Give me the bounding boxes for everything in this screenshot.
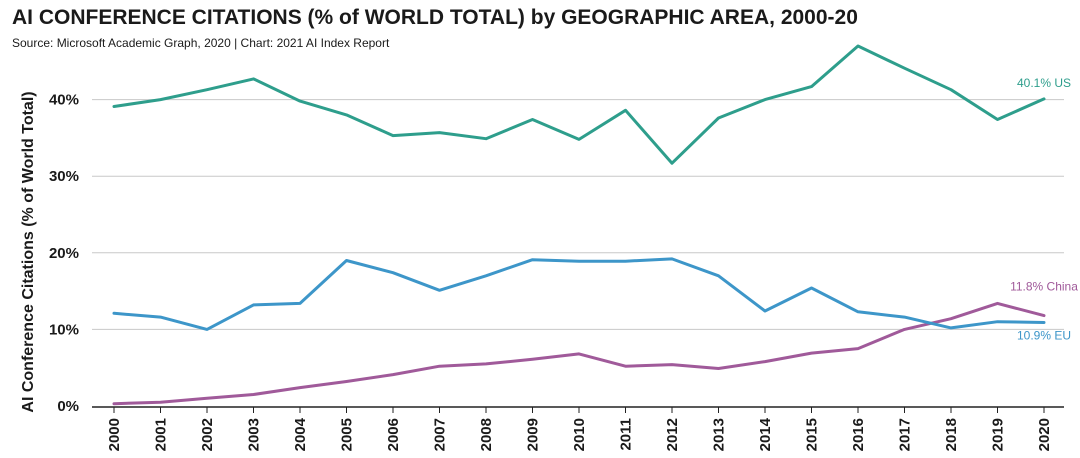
x-tick-label: 2017 [897, 418, 914, 451]
gridlines [92, 99, 1064, 330]
y-tick-label: 20% [49, 245, 79, 262]
y-tick-label: 0% [57, 398, 79, 415]
x-tick-label: 2010 [571, 418, 588, 451]
series-line-eu [112, 257, 1046, 331]
x-tick-label: 2006 [385, 418, 402, 451]
x-tick-label: 2003 [246, 418, 263, 451]
x-axis-ticks: 2000 2001 2002 2003 2004 2005 2006 2007 2008 2009… [106, 407, 1053, 451]
x-tick-label: 2005 [339, 418, 356, 451]
x-tick-label: 2019 [990, 418, 1007, 451]
x-tick-label: 2014 [757, 417, 774, 451]
x-tick-label: 2000 [106, 418, 123, 451]
y-tick-label: 10% [49, 321, 79, 338]
y-tick-label: 30% [49, 168, 79, 185]
series-lines [112, 44, 1046, 406]
series-line-us [112, 44, 1046, 165]
end-label-us: 40.1% US [1017, 76, 1071, 90]
chart-title: AI CONFERENCE CITATIONS (% of WORLD TOTA… [12, 6, 858, 29]
x-tick-label: 2013 [711, 418, 728, 451]
chart-subtitle: Source: Microsoft Academic Graph, 2020 |… [12, 36, 390, 50]
series-line-china [112, 301, 1046, 406]
x-tick-label: 2012 [664, 418, 681, 451]
y-axis-label: AI Conference Citations (% of World Tota… [20, 91, 37, 412]
x-tick-label: 2009 [525, 418, 542, 451]
end-label-eu: 10.9% EU [1017, 329, 1071, 343]
x-tick-label: 2008 [478, 418, 495, 451]
x-tick-label: 2004 [292, 417, 309, 451]
series-end-labels: 11.8% China 10.9% EU 40.1% US [1010, 76, 1078, 343]
y-axis-ticks: 0% 10% 20% 30% 40% [49, 92, 79, 415]
x-tick-label: 2011 [618, 418, 635, 451]
x-tick-label: 2020 [1036, 418, 1053, 451]
x-tick-label: 2018 [943, 418, 960, 451]
x-tick-label: 2007 [432, 418, 449, 451]
x-tick-label: 2016 [850, 418, 867, 451]
y-tick-label: 40% [49, 92, 79, 109]
end-label-china: 11.8% China [1010, 280, 1078, 294]
x-tick-label: 2001 [153, 418, 170, 451]
x-tick-label: 2002 [199, 418, 216, 451]
x-tick-label: 2015 [804, 418, 821, 451]
